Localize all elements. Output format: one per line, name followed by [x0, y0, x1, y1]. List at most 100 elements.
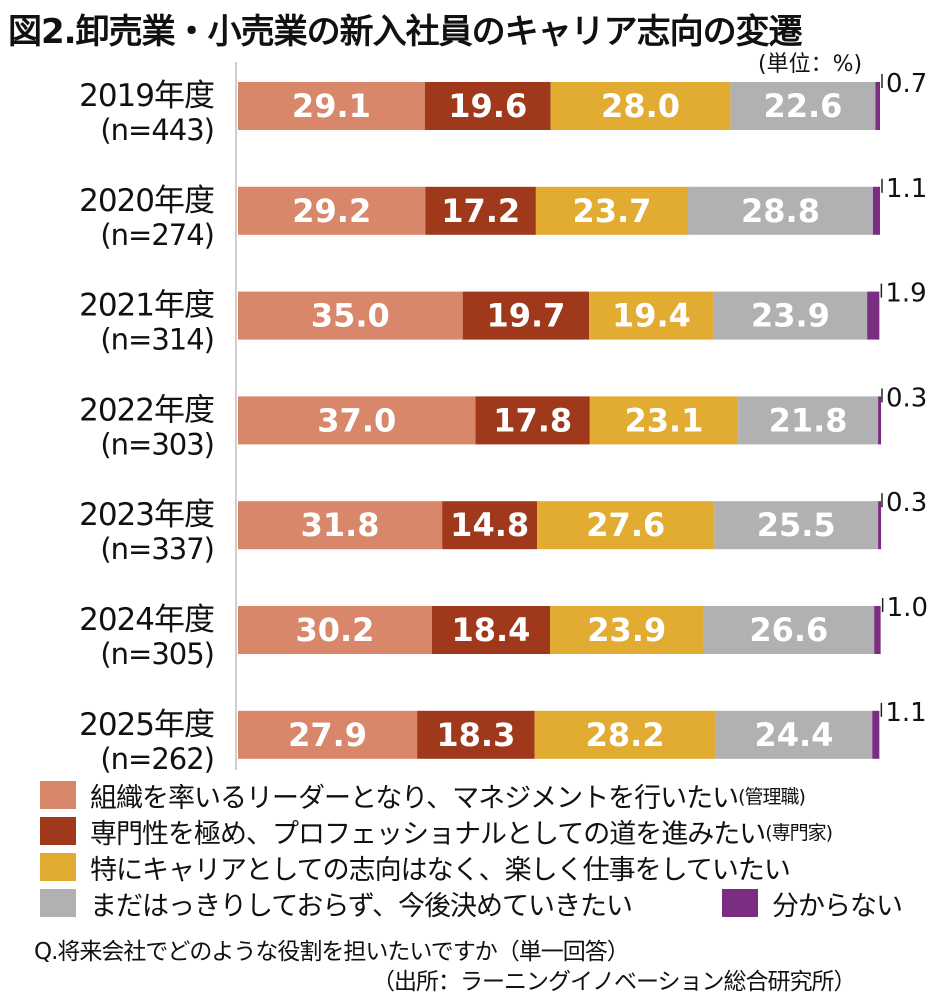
legend-text-unknown: 分からない	[772, 890, 903, 922]
bar-segment-management	[238, 291, 463, 340]
legend-text-undecided: まだはっきりしておらず、今後決めていきたい	[90, 890, 633, 922]
bar-value-label: 31.8	[301, 506, 380, 544]
bar-segment-enjoy	[537, 501, 715, 550]
bar-segment-undecided	[688, 186, 873, 235]
bar-segment-management	[238, 710, 418, 759]
bar-value-label: 17.2	[441, 192, 520, 230]
bar-value-label-unknown: 0.7	[886, 69, 927, 99]
bar-value-label: 23.9	[587, 611, 666, 649]
category-label: 2024年度	[79, 602, 214, 638]
bar-segment-specialist	[417, 710, 535, 759]
bar-segment-enjoy	[550, 82, 731, 130]
bar-segment-management	[238, 396, 476, 445]
legend-item-unknown: 分からない	[722, 888, 903, 922]
bar-value-label-unknown: 1.1	[885, 698, 926, 728]
legend-text-specialist: 専門性を極め、プロフェッショナルとしての道を進みたい	[90, 818, 766, 850]
bar-value-label-unknown: 1.1	[886, 174, 927, 204]
bar-value-label: 19.4	[612, 297, 691, 335]
bar-segment-specialist	[431, 606, 551, 654]
bar-segment-specialist	[475, 396, 590, 445]
bar-segment-unknown	[872, 710, 880, 759]
legend-item-enjoy: 特にキャリアとしての志向はなく、楽しく仕事をしていたい	[40, 852, 791, 886]
category-sublabel: (n=303)	[100, 427, 214, 461]
bar-segment-undecided	[738, 396, 879, 445]
legend-text-management: 組織を率いるリーダーとなり、マネジメントを行いたい	[90, 782, 739, 814]
bar-value-label-unknown: 1.9	[885, 279, 926, 309]
bar-segment-enjoy	[534, 710, 716, 759]
category-sublabel: (n=337)	[100, 532, 214, 566]
bar-value-label-unknown: 0.3	[886, 488, 927, 518]
category-sublabel: (n=274)	[100, 218, 214, 252]
category-label: 2025年度	[79, 707, 214, 743]
bar-segment-undecided	[715, 710, 873, 759]
legend-item-specialist: 専門性を極め、プロフェッショナルとしての道を進みたい (専門家)	[40, 816, 833, 850]
chart-title: 図2.卸売業・小売業の新入社員のキャリア志向の変遷	[8, 12, 803, 52]
bar-segment-unknown	[878, 396, 882, 445]
legend-note-specialist: (専門家)	[765, 821, 833, 844]
bar-segment-undecided	[703, 606, 875, 654]
stacked-bar-chart: 2019年度(n=443)29.1 19.6 28.0 22.60.72020年度(n…	[79, 62, 928, 776]
category-label: 2022年度	[79, 392, 214, 428]
category-label: 2020年度	[79, 183, 214, 219]
bar-value-label: 24.4	[754, 716, 833, 754]
bar-segment-unknown	[874, 606, 881, 654]
bar-segment-management	[238, 606, 432, 654]
bar-value-label: 17.8	[493, 401, 572, 439]
unit-label: (単位：%)	[758, 52, 863, 77]
legend-swatch-management	[40, 781, 76, 809]
bar-value-label: 23.1	[624, 401, 703, 439]
source-note: （出所：ラーニングイノベーション総合研究所）	[372, 969, 857, 995]
bar-segment-unknown	[875, 82, 880, 130]
legend-swatch-specialist	[40, 817, 76, 845]
bar-value-label: 26.6	[749, 611, 828, 649]
bar-segment-enjoy	[535, 186, 689, 235]
legend-note-management: (管理職)	[738, 785, 806, 808]
bar-segment-specialist	[424, 82, 551, 130]
category-sublabel: (n=305)	[100, 637, 214, 671]
bar-value-label: 28.8	[741, 192, 820, 230]
bar-segment-undecided	[730, 82, 876, 130]
legend-swatch-unknown	[722, 889, 758, 917]
category-sublabel: (n=262)	[100, 742, 214, 776]
legend-text-enjoy: 特にキャリアとしての志向はなく、楽しく仕事をしていたい	[90, 854, 791, 886]
bar-value-label: 14.8	[450, 506, 529, 544]
legend-item-undecided: まだはっきりしておらず、今後決めていきたい	[40, 888, 633, 922]
bar-segment-specialist	[442, 501, 538, 550]
category-sublabel: (n=314)	[100, 323, 214, 357]
survey-question: Q.将来会社でどのような役割を担いたいですか（単一回答）	[34, 939, 630, 965]
bar-segment-management	[238, 501, 443, 550]
bar-segment-enjoy	[589, 396, 739, 445]
bar-value-label: 19.7	[486, 297, 565, 335]
bar-value-label: 18.3	[436, 716, 515, 754]
category-sublabel: (n=443)	[100, 113, 214, 147]
category-label: 2019年度	[79, 78, 214, 114]
bar-segment-enjoy	[589, 291, 714, 340]
bar-value-label: 23.7	[572, 192, 651, 230]
bar-value-label-unknown: 1.0	[887, 593, 928, 623]
bar-segment-specialist	[462, 291, 590, 340]
legend-swatch-undecided	[40, 889, 76, 917]
legend-item-management: 組織を率いるリーダーとなり、マネジメントを行いたい (管理職)	[40, 780, 806, 814]
category-label: 2023年度	[79, 497, 214, 533]
bar-value-label: 19.6	[448, 87, 527, 125]
bar-value-label: 30.2	[295, 611, 374, 649]
bar-segment-undecided	[714, 501, 879, 550]
bar-value-label: 18.4	[451, 611, 530, 649]
bar-segment-undecided	[713, 291, 868, 340]
category-label: 2021年度	[79, 288, 214, 324]
bar-value-label: 37.0	[317, 401, 396, 439]
bar-value-label: 23.9	[751, 297, 830, 335]
bar-value-label: 29.2	[292, 192, 371, 230]
bar-value-label: 25.5	[757, 506, 836, 544]
bar-value-label: 21.8	[769, 401, 848, 439]
bar-value-label: 27.9	[288, 716, 367, 754]
bar-segment-unknown	[867, 291, 880, 340]
bar-value-label-unknown: 0.3	[886, 383, 927, 413]
bar-value-label: 22.6	[763, 87, 842, 125]
bar-segment-enjoy	[550, 606, 704, 654]
bar-value-label: 28.0	[601, 87, 680, 125]
bar-segment-unknown	[872, 186, 880, 235]
bar-segment-management	[238, 186, 426, 235]
bar-segment-specialist	[425, 186, 536, 235]
bar-segment-management	[238, 82, 425, 130]
